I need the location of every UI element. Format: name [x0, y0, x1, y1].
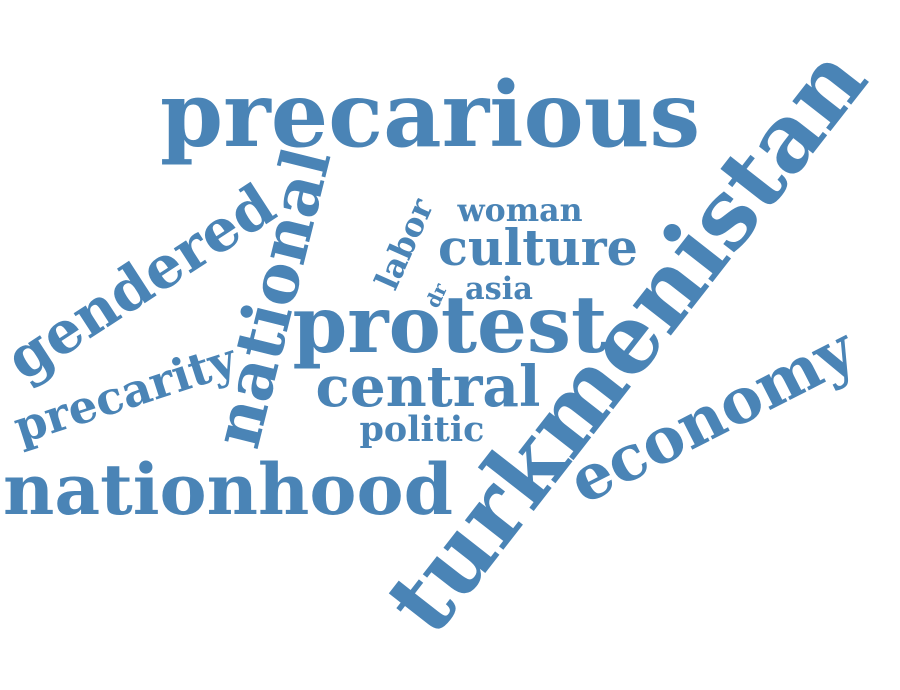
word-precarious: precarious	[160, 62, 701, 168]
word-culture: culture	[438, 218, 638, 277]
word-protest: protest	[292, 279, 608, 371]
word-asia: asia	[465, 271, 533, 307]
word-politic: politic	[359, 408, 485, 450]
word-nationhood: nationhood	[3, 447, 453, 531]
word-woman: woman	[457, 192, 583, 229]
word-central: central	[315, 354, 541, 420]
